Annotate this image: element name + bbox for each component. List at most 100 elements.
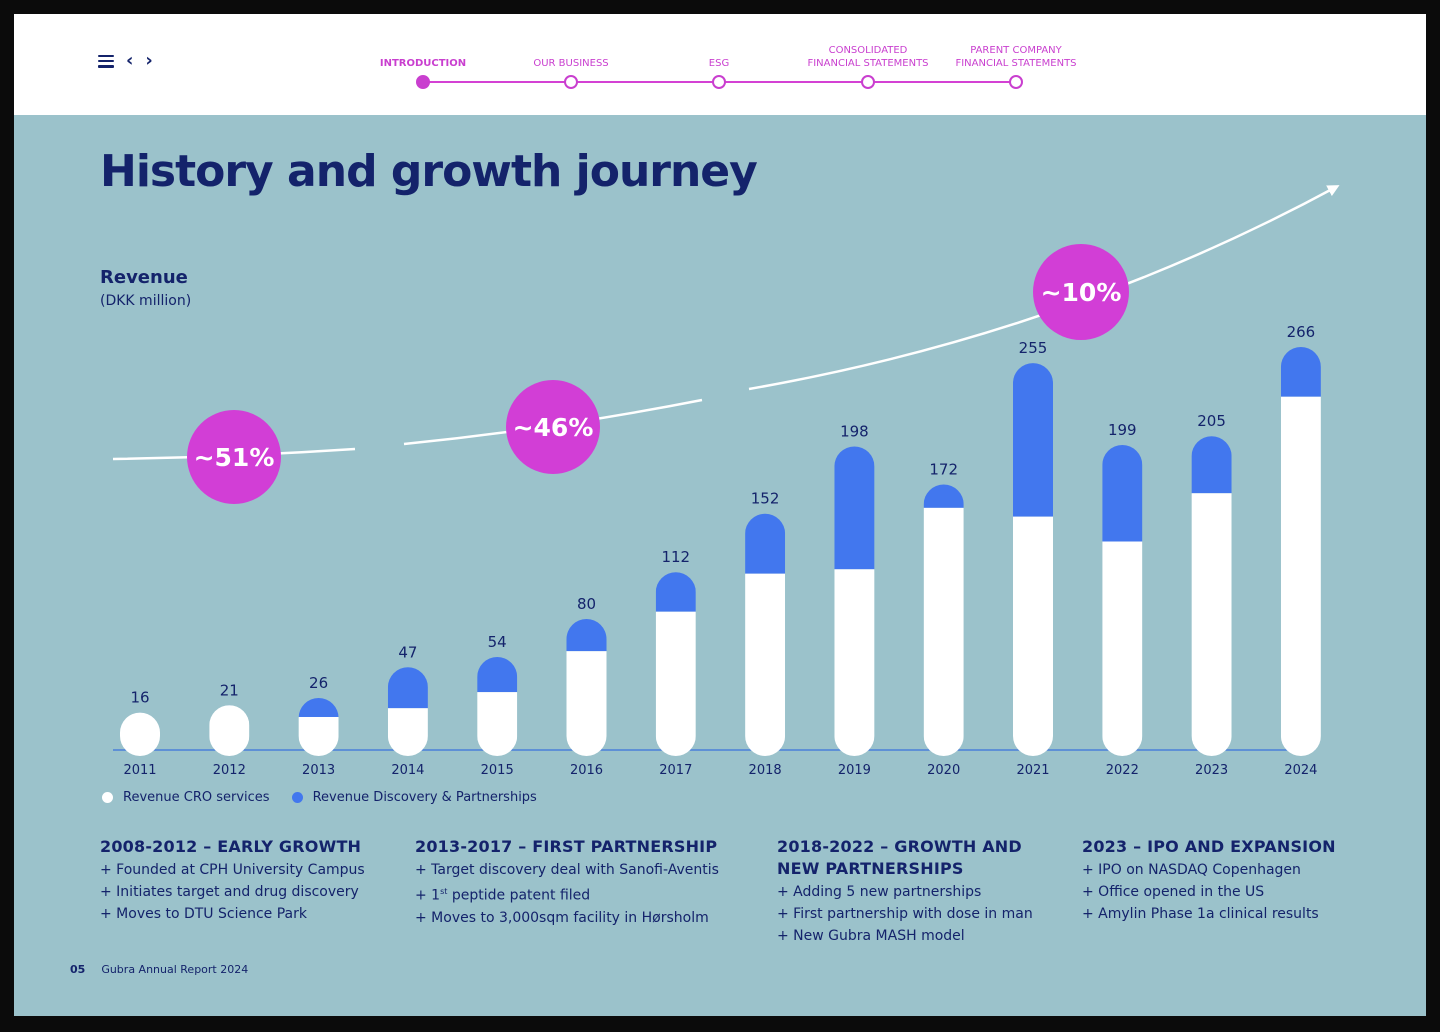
page-number: 05 <box>70 963 86 976</box>
page-title: History and growth journey <box>100 146 758 197</box>
chevron-left-icon[interactable]: ‹ <box>126 50 134 71</box>
revenue-chart: 16 2011 21 2012 26 2013 47 2014 54 2015 80 2016 112 2… <box>112 185 1340 778</box>
bar-cro-2014 <box>387 708 428 756</box>
growth-badge-label-2: ~10% <box>1041 278 1122 307</box>
stepper-label-2[interactable]: ESG <box>708 58 730 69</box>
growth-badge-2 <box>1033 244 1129 340</box>
bar-2020 <box>923 484 964 756</box>
bar-discovery-2020 <box>923 484 964 508</box>
bar-cro-2018 <box>745 573 786 756</box>
x-tick-label-2011: 2011 <box>123 763 156 778</box>
timeline-item: + Amylin Phase 1a clinical results <box>1082 906 1319 922</box>
bar-discovery-2015 <box>477 657 518 693</box>
legend-item-discovery: Revenue Discovery & Partnerships <box>291 790 537 805</box>
bar-cro-2019 <box>834 569 875 756</box>
timeline-heading: 2023 – IPO AND EXPANSION <box>1082 837 1336 856</box>
bar-discovery-2021 <box>1013 363 1053 517</box>
bar-2015 <box>477 657 518 756</box>
bar-value-label-2021: 255 <box>1019 339 1048 357</box>
bar-cro-2012 <box>209 705 250 756</box>
bar-discovery-2011 <box>120 711 160 713</box>
timeline-heading: 2013-2017 – FIRST PARTNERSHIP <box>415 837 718 856</box>
bar-cro-2022 <box>1102 541 1143 756</box>
timeline-item: + Initiates target and drug discovery <box>100 884 359 900</box>
timeline-heading: 2018-2022 – GROWTH AND NEW PARTNERSHIPS <box>777 837 1022 878</box>
bar-discovery-2014 <box>387 667 428 709</box>
timeline-item: + Adding 5 new partnerships <box>777 884 982 900</box>
stepper-label-4[interactable]: PARENT COMPANY FINANCIAL STATEMENTS <box>955 45 1077 69</box>
bar-value-label-2017: 112 <box>661 548 690 566</box>
x-tick-label-2015: 2015 <box>481 763 514 778</box>
bar-2011 <box>120 711 160 756</box>
nav-controls: ‹ › <box>98 52 153 70</box>
x-tick-label-2020: 2020 <box>927 763 960 778</box>
report-page: ‹ › INTRODUCTION OUR BUSINESS ESG CONSOLIDA… <box>14 14 1426 1016</box>
x-tick-label-2013: 2013 <box>302 763 335 778</box>
stepper-dot-0[interactable] <box>416 75 430 89</box>
legend-label-discovery: Revenue Discovery & Partnerships <box>312 790 537 805</box>
legend-label-cro: Revenue CRO services <box>123 790 270 805</box>
bar-value-label-2022: 199 <box>1108 421 1137 439</box>
chart-unit-label: (DKK million) <box>100 293 192 309</box>
bar-value-label-2023: 205 <box>1197 412 1226 430</box>
top-navigation-bar: ‹ › INTRODUCTION OUR BUSINESS ESG CONSOLIDA… <box>14 14 1426 115</box>
bar-2013 <box>298 697 339 756</box>
bar-value-label-2012: 21 <box>220 681 239 699</box>
chart-legend: Revenue CRO services Revenue Discovery &… <box>102 790 537 805</box>
bar-discovery-2013 <box>298 697 339 717</box>
bar-cro-2021 <box>1013 516 1053 756</box>
growth-badge-0 <box>187 410 281 504</box>
bar-discovery-2024 <box>1280 347 1321 397</box>
stepper-dot-2[interactable] <box>712 75 726 89</box>
bar-cro-2011 <box>120 712 160 756</box>
stepper-label-0[interactable]: INTRODUCTION <box>379 58 467 69</box>
bar-cro-2020 <box>923 507 964 756</box>
bar-discovery-2023 <box>1191 436 1232 494</box>
bar-value-label-2011: 16 <box>130 689 149 707</box>
x-tick-label-2023: 2023 <box>1195 763 1228 778</box>
bar-2019 <box>834 446 875 756</box>
bar-value-label-2020: 172 <box>929 460 958 478</box>
x-tick-label-2018: 2018 <box>749 763 782 778</box>
timeline-heading: 2008-2012 – EARLY GROWTH <box>100 837 362 856</box>
bar-discovery-2012 <box>209 703 249 705</box>
x-tick-label-2021: 2021 <box>1016 763 1049 778</box>
timeline-item: + Founded at CPH University Campus <box>100 862 365 878</box>
x-tick-label-2022: 2022 <box>1106 763 1139 778</box>
timeline-item: + Moves to 3,000sqm facility in Hørsholm <box>415 909 709 926</box>
menu-icon[interactable] <box>98 54 114 68</box>
bar-value-label-2016: 80 <box>577 595 596 613</box>
x-tick-label-2014: 2014 <box>391 763 424 778</box>
timeline-block-3: 2018-2022 – GROWTH AND NEW PARTNERSHIPS … <box>777 836 1057 947</box>
x-tick-label-2017: 2017 <box>659 763 692 778</box>
page-footer: 05 Gubra Annual Report 2024 <box>70 963 248 976</box>
timeline-item: + Moves to DTU Science Park <box>100 906 307 922</box>
stepper-dot-3[interactable] <box>861 75 875 89</box>
bar-discovery-2019 <box>834 446 875 570</box>
bar-cro-2016 <box>566 651 607 756</box>
stepper-dot-4[interactable] <box>1009 75 1023 89</box>
growth-badge-label-1: ~46% <box>513 413 594 442</box>
timeline-item: + IPO on NASDAQ Copenhagen <box>1082 862 1301 878</box>
legend-swatch-cro <box>102 792 113 803</box>
bar-value-label-2019: 198 <box>840 422 869 440</box>
stepper-label-3[interactable]: CONSOLIDATED FINANCIAL STATEMENTS <box>807 45 929 69</box>
bar-value-label-2013: 26 <box>309 674 328 692</box>
bar-2024 <box>1280 347 1321 756</box>
bar-2014 <box>387 667 428 756</box>
bar-cro-2017 <box>655 611 696 756</box>
bar-cro-2024 <box>1280 396 1321 756</box>
stepper-label-1[interactable]: OUR BUSINESS <box>533 58 609 69</box>
section-stepper: INTRODUCTION OUR BUSINESS ESG CONSOLIDATED F… <box>14 14 1426 115</box>
bar-discovery-2018 <box>745 513 786 574</box>
bar-value-label-2014: 47 <box>398 643 417 661</box>
timeline-item: + First partnership with dose in man <box>777 906 1033 922</box>
stepper-dot-1[interactable] <box>564 75 578 89</box>
legend-swatch-discovery <box>291 792 303 803</box>
bar-value-label-2024: 266 <box>1287 323 1316 341</box>
bar-discovery-2016 <box>566 619 607 652</box>
bar-2016 <box>566 619 607 756</box>
bar-value-label-2015: 54 <box>488 633 507 651</box>
timeline-block-2: 2013-2017 – FIRST PARTNERSHIP + Target d… <box>415 836 765 929</box>
chevron-right-icon[interactable]: › <box>145 50 153 71</box>
